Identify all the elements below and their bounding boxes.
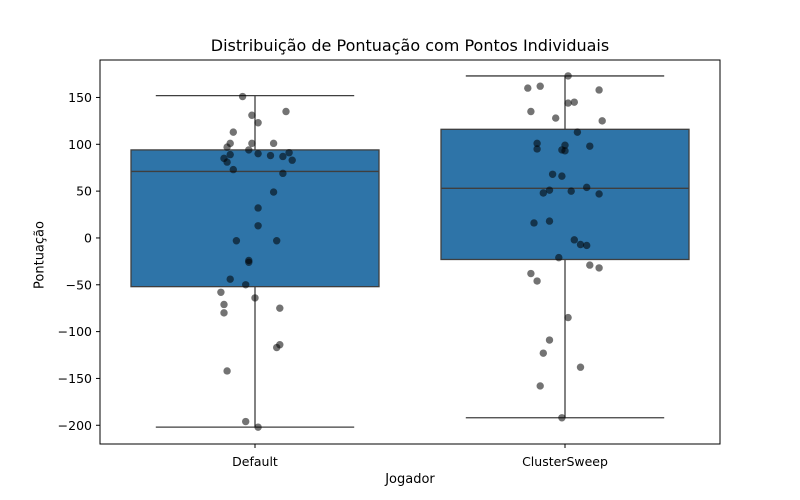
data-point (573, 128, 582, 136)
data-point (238, 92, 247, 101)
data-point (536, 382, 544, 390)
y-tick-label: −100 (58, 324, 92, 339)
data-point (539, 349, 547, 357)
data-point (248, 139, 256, 148)
data-point (242, 281, 250, 289)
data-point (561, 147, 569, 155)
data-point (288, 156, 296, 164)
data-point (254, 423, 262, 431)
data-point (527, 107, 535, 116)
data-point (229, 128, 237, 136)
data-point (220, 309, 228, 317)
data-point (223, 367, 231, 375)
y-axis-label: Pontuação (32, 221, 48, 289)
data-point (555, 253, 563, 262)
x-axis-ticks: Default ClusterSweep (232, 444, 608, 469)
data-point (232, 237, 241, 245)
data-point (586, 261, 594, 269)
data-point (226, 150, 234, 159)
data-point (279, 152, 287, 161)
data-point (564, 313, 572, 322)
data-point (251, 294, 259, 302)
data-point (254, 119, 262, 127)
data-point (564, 99, 572, 107)
data-point (254, 222, 262, 230)
data-point (245, 146, 253, 154)
x-tick-label: Default (232, 454, 278, 469)
data-point (269, 139, 278, 148)
data-point (548, 170, 557, 178)
data-point (229, 165, 237, 174)
data-point (598, 117, 606, 125)
data-point (595, 264, 603, 272)
data-point (266, 151, 275, 160)
data-point (576, 363, 585, 371)
chart-title: Distribuição de Pontuação com Pontos Ind… (210, 36, 610, 55)
data-point (524, 84, 532, 92)
points-layer (217, 72, 606, 431)
data-point (285, 149, 293, 157)
data-point (570, 236, 578, 244)
data-point (254, 204, 262, 212)
data-point (539, 189, 547, 197)
data-point (576, 240, 585, 249)
y-axis-ticks: −200 −150 −100 −50 0 50 100 150 (58, 90, 100, 433)
data-point (217, 288, 225, 296)
y-tick-label: 50 (76, 184, 92, 199)
data-point (570, 98, 578, 106)
data-point (564, 72, 572, 80)
data-point (545, 217, 554, 225)
data-point (533, 145, 541, 153)
y-tick-label: 100 (68, 137, 92, 152)
data-point (273, 237, 281, 245)
data-point (567, 187, 575, 195)
data-point (558, 172, 566, 180)
data-point (269, 188, 278, 196)
data-point (558, 414, 566, 422)
data-point (276, 304, 284, 312)
data-point (583, 241, 591, 250)
data-point (282, 107, 290, 116)
data-point (595, 190, 603, 198)
data-point (220, 300, 228, 309)
y-tick-label: 150 (68, 90, 92, 105)
data-point (254, 149, 262, 158)
x-tick-label: ClusterSweep (522, 454, 608, 469)
y-tick-label: −150 (58, 371, 92, 386)
box-default (130, 149, 380, 288)
data-point (527, 269, 535, 278)
y-tick-label: −50 (66, 277, 92, 292)
x-axis-label: Jogador (385, 472, 435, 487)
data-point (242, 417, 250, 426)
data-point (530, 219, 538, 227)
y-tick-label: 0 (84, 230, 92, 245)
data-point (248, 111, 256, 119)
data-point (245, 258, 253, 267)
data-point (223, 143, 231, 151)
data-point (536, 82, 544, 90)
data-point (595, 86, 603, 94)
data-point (586, 142, 594, 150)
data-point (279, 169, 287, 178)
y-tick-label: −200 (58, 418, 92, 433)
data-point (545, 336, 554, 344)
data-point (552, 114, 560, 122)
data-point (533, 277, 541, 285)
data-point (226, 275, 234, 283)
data-point (223, 158, 231, 166)
data-point (545, 186, 554, 194)
data-point (533, 139, 541, 148)
data-point (273, 343, 281, 352)
plot-frame (99, 59, 721, 445)
data-point (583, 183, 591, 192)
